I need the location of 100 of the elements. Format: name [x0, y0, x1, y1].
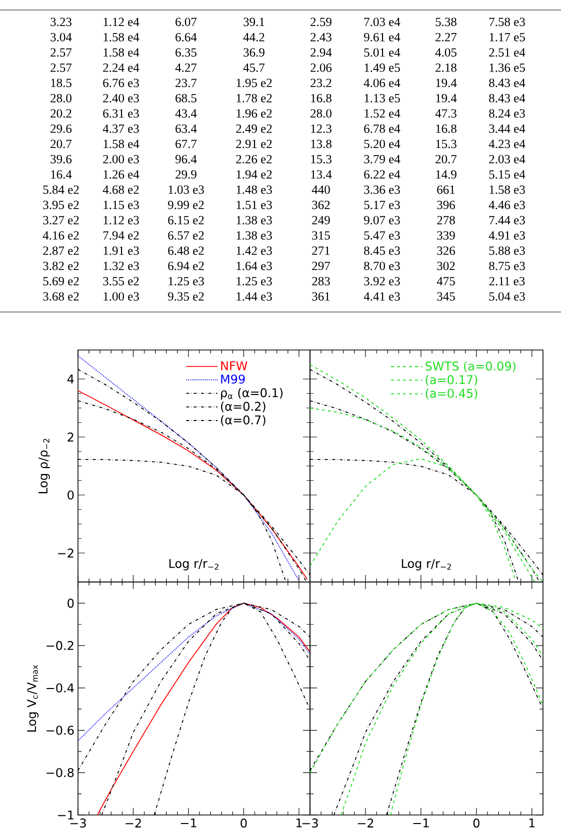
text: 67.7 — [176, 140, 197, 148]
y-tick-label: 0 — [68, 490, 74, 500]
text: 9.61 e4 — [364, 32, 400, 42]
text: 1.58 e4 — [104, 32, 140, 42]
text: 8.75 e3 — [489, 262, 525, 270]
text: 1.96 e2 — [236, 109, 272, 118]
text: 1.17 e5 — [490, 33, 525, 42]
text: 3.79 e4 — [364, 154, 400, 164]
y-tick-label: 0 — [68, 598, 74, 608]
y-tick-label: −1 — [58, 810, 74, 820]
text: 29.9 — [176, 170, 196, 179]
text: 6.57 e2 — [168, 231, 204, 240]
text: 8.70 e3 — [364, 262, 400, 270]
text: 2.40 e3 — [103, 94, 139, 102]
text: 28.0 — [310, 109, 332, 118]
text: 1.49 e5 — [364, 63, 400, 72]
text: 1.38 e3 — [236, 231, 272, 240]
text: 6.35 — [176, 48, 196, 57]
text: 1.91 e3 — [104, 246, 139, 255]
text: 5.15 e4 — [489, 170, 526, 179]
text: 9.07 e3 — [364, 216, 400, 224]
text: 16.8 — [436, 124, 456, 133]
text: 6.48 e2 — [168, 246, 204, 255]
text: 2.03 e4 — [489, 154, 526, 164]
text: 4.68 e2 — [102, 185, 139, 194]
text: 1.25 e3 — [168, 276, 204, 286]
text: 39.6 — [50, 154, 72, 164]
text: 362 — [312, 200, 330, 210]
text: 68.5 — [176, 94, 196, 102]
text: 3.36 e3 — [364, 185, 400, 194]
text: 8.43 e4 — [489, 78, 526, 88]
text: 302 — [437, 262, 455, 270]
text: 1.58 e3 — [490, 185, 525, 194]
text: 1.78 e2 — [236, 94, 272, 102]
text: 1.52 e4 — [364, 109, 400, 118]
text: 36.9 — [244, 48, 264, 57]
text: 4.27 — [175, 63, 197, 72]
y-tick-label: 2 — [68, 432, 74, 442]
text: 20.2 — [50, 109, 72, 118]
text: 2.26 e2 — [236, 154, 272, 164]
text: 3.95 e2 — [43, 200, 79, 210]
text: 2.27 — [436, 32, 457, 42]
text: 475 — [436, 277, 455, 286]
text: 16.8 — [311, 94, 332, 102]
text: 2.57 — [50, 48, 72, 57]
text: 39.1 — [244, 18, 264, 26]
text: 13.8 — [311, 140, 332, 148]
text: 297 — [312, 262, 330, 270]
text: 5.01 e4 — [364, 48, 400, 57]
text: 1.58 e4 — [104, 48, 140, 57]
x-tick-label: −2 — [358, 818, 374, 828]
text: 5.84 e2 — [43, 185, 79, 194]
text: 16.4 — [51, 170, 72, 179]
text: 4.41 e3 — [364, 292, 400, 301]
text: 1.94 e2 — [236, 170, 272, 179]
text: 63.4 — [176, 124, 197, 133]
text: 8.24 e3 — [489, 109, 525, 118]
text: 4.05 — [435, 48, 456, 57]
text: 29.6 — [50, 124, 72, 133]
text: 7.44 e3 — [489, 216, 525, 224]
text: 3.55 e2 — [103, 276, 139, 286]
legend-label: (α=0.2) — [221, 402, 266, 412]
text: 44.2 — [243, 32, 264, 42]
text: 15.3 — [311, 154, 332, 164]
text: 6.76 e3 — [103, 78, 139, 88]
text: 2.94 — [310, 48, 332, 57]
text: 278 — [437, 216, 455, 224]
text: 5.38 — [436, 18, 456, 26]
text: 12.3 — [311, 124, 332, 133]
legend-label: (a=0.45) — [426, 388, 478, 400]
text: 2.57 — [50, 63, 72, 72]
x-tick-label: −1 — [180, 818, 196, 828]
text: 1.12 e3 — [104, 216, 139, 224]
text: 2.59 — [310, 18, 332, 26]
text: 345 — [437, 292, 455, 301]
text: 3.27 e2 — [43, 216, 79, 224]
text: 6.94 e2 — [168, 262, 204, 270]
text: 3.23 — [50, 18, 72, 26]
text: 6.64 — [176, 32, 197, 42]
x-tick-label: −3 — [302, 818, 318, 828]
text: 1.44 e3 — [236, 292, 272, 301]
text: 4.23 e4 — [488, 140, 526, 148]
text: 47.3 — [435, 109, 456, 118]
x-tick-label: 0 — [240, 818, 247, 828]
text: 4.37 e3 — [102, 124, 139, 133]
text: 2.00 e3 — [103, 154, 139, 164]
text: 6.07 — [176, 18, 197, 26]
text: 4.91 e3 — [488, 231, 525, 240]
legend-label: SWTS (a=0.09) — [426, 361, 516, 372]
text: 2.43 — [310, 32, 332, 42]
text: 5.20 e4 — [364, 140, 400, 148]
text: 2.49 e2 — [236, 124, 272, 133]
text: 5.17 e3 — [364, 200, 400, 210]
x-tick-label: −3 — [70, 818, 86, 828]
text: 1.51 e3 — [236, 200, 272, 210]
text: 4.06 e4 — [364, 78, 400, 88]
text: 661 — [437, 185, 455, 194]
text: 20.7 — [50, 140, 72, 148]
text: 8.43 e4 — [489, 94, 526, 102]
text: 1.13 e5 — [364, 94, 400, 102]
